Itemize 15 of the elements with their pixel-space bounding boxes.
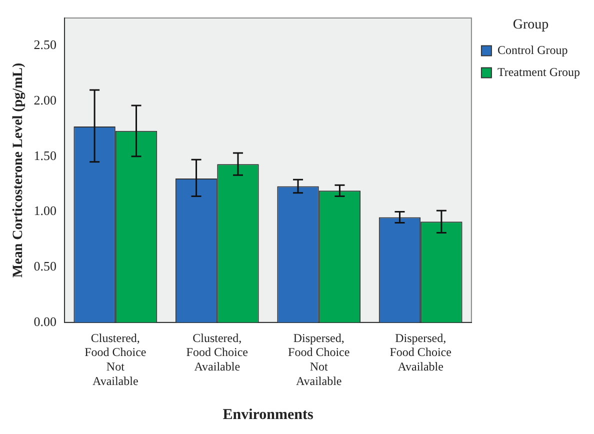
x-axis-title: Environments bbox=[222, 406, 314, 423]
legend-label: Control Group bbox=[497, 42, 568, 57]
x-tick-label: Dispersed, Food Choice Not Available bbox=[288, 330, 350, 388]
y-tick-label: 1.50 bbox=[34, 148, 57, 163]
legend-title: Group bbox=[512, 18, 549, 33]
y-axis-title: Mean Corticosterone Level (pg/mL) bbox=[11, 62, 26, 278]
y-tick-label: 0.50 bbox=[34, 258, 57, 274]
y-tick-label: 2.50 bbox=[34, 37, 57, 52]
x-tick-label: Clustered, Food Choice Not Available bbox=[84, 330, 146, 388]
y-tick-label: 1.00 bbox=[34, 203, 57, 218]
x-tick-label: Clustered, Food Choice Available bbox=[186, 330, 248, 374]
legend-label: Treatment Group bbox=[497, 64, 580, 79]
y-tick-label: 0.00 bbox=[34, 314, 57, 329]
y-tick-label: 2.00 bbox=[34, 92, 57, 108]
x-tick-label: Dispersed, Food Choice Available bbox=[390, 330, 452, 374]
